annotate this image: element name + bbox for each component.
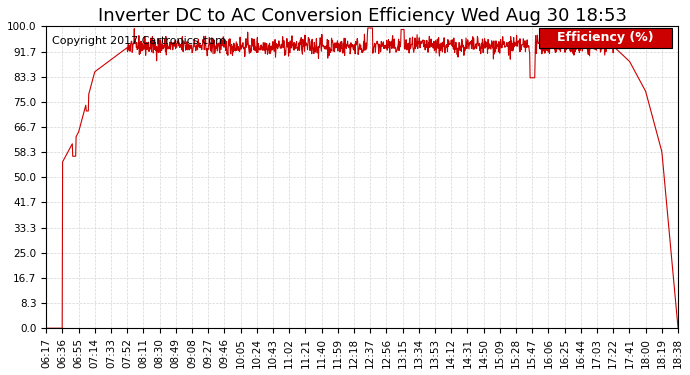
Text: Efficiency (%): Efficiency (%) [557, 31, 653, 44]
FancyBboxPatch shape [539, 28, 672, 48]
Text: Copyright 2017 Cartronics.com: Copyright 2017 Cartronics.com [52, 36, 226, 45]
Title: Inverter DC to AC Conversion Efficiency Wed Aug 30 18:53: Inverter DC to AC Conversion Efficiency … [97, 7, 627, 25]
